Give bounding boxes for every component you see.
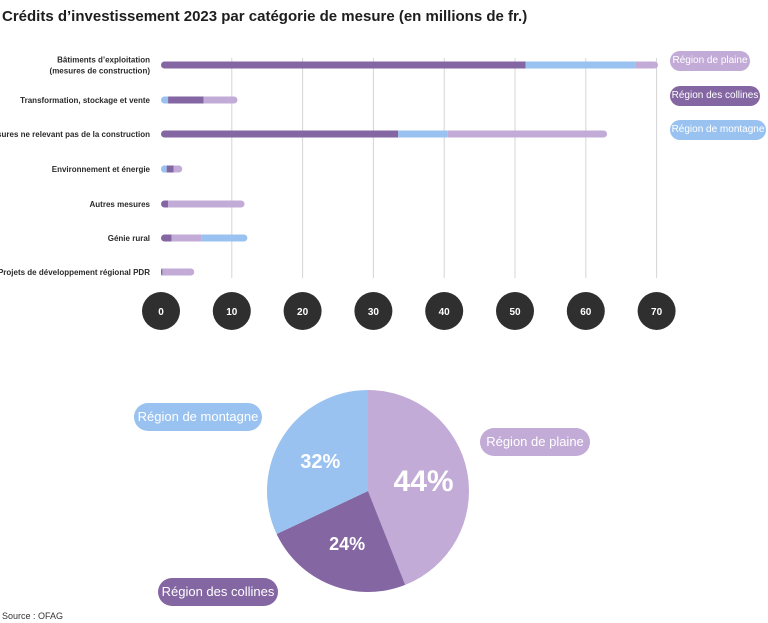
- axis-tick-circle: [637, 292, 676, 330]
- pie-slice-label: 24%: [329, 534, 365, 554]
- bar-segment-edge: [203, 96, 207, 104]
- pie-slice-label: 44%: [394, 465, 454, 498]
- pie-legend-collines: Région des collines: [158, 578, 278, 606]
- axis-tick-label: 50: [509, 307, 521, 318]
- bar-segment: [162, 268, 195, 276]
- axis-tick-label: 70: [651, 307, 663, 318]
- bar-chart: Bâtiments d’exploitation (mesures de cons…: [0, 56, 676, 330]
- bar-segment: [161, 61, 526, 69]
- category-label: Environnement et énergie: [52, 165, 151, 174]
- axis-tick-circle: [142, 292, 180, 330]
- bar-segment-edge: [161, 268, 163, 276]
- axis-tick-circle: [566, 292, 605, 330]
- bar-legend-plaine: Région de plaine: [670, 51, 750, 71]
- bar-segment: [166, 165, 174, 173]
- bar-segment-edge: [168, 200, 172, 208]
- category-label-line: Projets de développement régional PDR: [0, 268, 150, 277]
- category-label-line: Environnement et énergie: [52, 165, 151, 174]
- category-label: Autres mesures: [90, 200, 151, 209]
- pie-legend-montagne: Région de montagne: [134, 403, 262, 431]
- bar-legend-collines: Région des collines: [670, 86, 760, 106]
- axis-tick-circle: [496, 292, 534, 330]
- chart-title: Crédits d’investissement 2023 par catégo…: [2, 8, 528, 25]
- pie-slice: [368, 390, 469, 585]
- category-label-line: (mesures de construction): [50, 67, 151, 76]
- category-label: Mesures ne relevant pas de la constructi…: [0, 130, 150, 139]
- axis-tick-label: 60: [580, 307, 592, 318]
- bar-segment-edge: [201, 234, 205, 242]
- category-label-line: Mesures ne relevant pas de la constructi…: [0, 130, 150, 139]
- bar-segment-edge: [164, 200, 169, 208]
- category-label-line: Transformation, stockage et vente: [20, 96, 150, 105]
- bar-segment: [398, 130, 448, 138]
- axis-tick-circle: [212, 292, 251, 330]
- bar-segment: [203, 96, 238, 104]
- category-label: Bâtiments d’exploitation (mesures de cons…: [50, 56, 151, 76]
- category-label: Génie rural: [108, 234, 150, 243]
- bar-segment-edge: [173, 165, 178, 173]
- axis-tick-label: 30: [368, 307, 380, 318]
- pie-slice: [266, 390, 368, 535]
- category-label-line: Bâtiments d’exploitation: [57, 56, 150, 65]
- axis-tick-label: 20: [297, 307, 309, 318]
- axis-tick-label: 10: [226, 307, 238, 318]
- axis-tick-circle: [354, 292, 393, 330]
- bar-segment: [168, 96, 204, 104]
- axis-tick-label: 0: [158, 307, 164, 318]
- bar-segment: [168, 200, 245, 208]
- source-note: Source : OFAG: [2, 611, 64, 621]
- pie-legend-plaine: Région de plaine: [480, 428, 590, 456]
- category-label: Projets de développement régional PDR: [0, 268, 150, 277]
- bar-segment-edge: [522, 61, 526, 69]
- axis-tick-circle: [425, 292, 464, 330]
- bar-segment-edge: [447, 130, 452, 138]
- pie-slice-label: 32%: [300, 451, 340, 473]
- bar-segment: [447, 130, 608, 138]
- axis-tick-label: 40: [439, 307, 451, 318]
- bar-segment-edge: [163, 165, 167, 173]
- axis-tick-circle: [283, 292, 322, 330]
- bar-segment: [161, 130, 399, 138]
- bar-segment: [171, 234, 202, 242]
- bar-legend-montagne: Région de montagne: [670, 120, 766, 140]
- bar-segment-edge: [168, 234, 172, 242]
- bar-segment-edge: [394, 130, 399, 138]
- category-label-line: Génie rural: [108, 234, 150, 243]
- bar-segment-edge: [162, 268, 166, 276]
- bar-segment: [201, 234, 248, 242]
- category-label: Transformation, stockage et vente: [20, 96, 150, 105]
- bar-segment: [525, 61, 636, 69]
- bar-segment-edge: [164, 96, 169, 104]
- pie-slice: [276, 491, 406, 592]
- bar-segment: [635, 61, 659, 69]
- bar-segment-edge: [635, 61, 639, 69]
- category-label-line: Autres mesures: [90, 200, 151, 209]
